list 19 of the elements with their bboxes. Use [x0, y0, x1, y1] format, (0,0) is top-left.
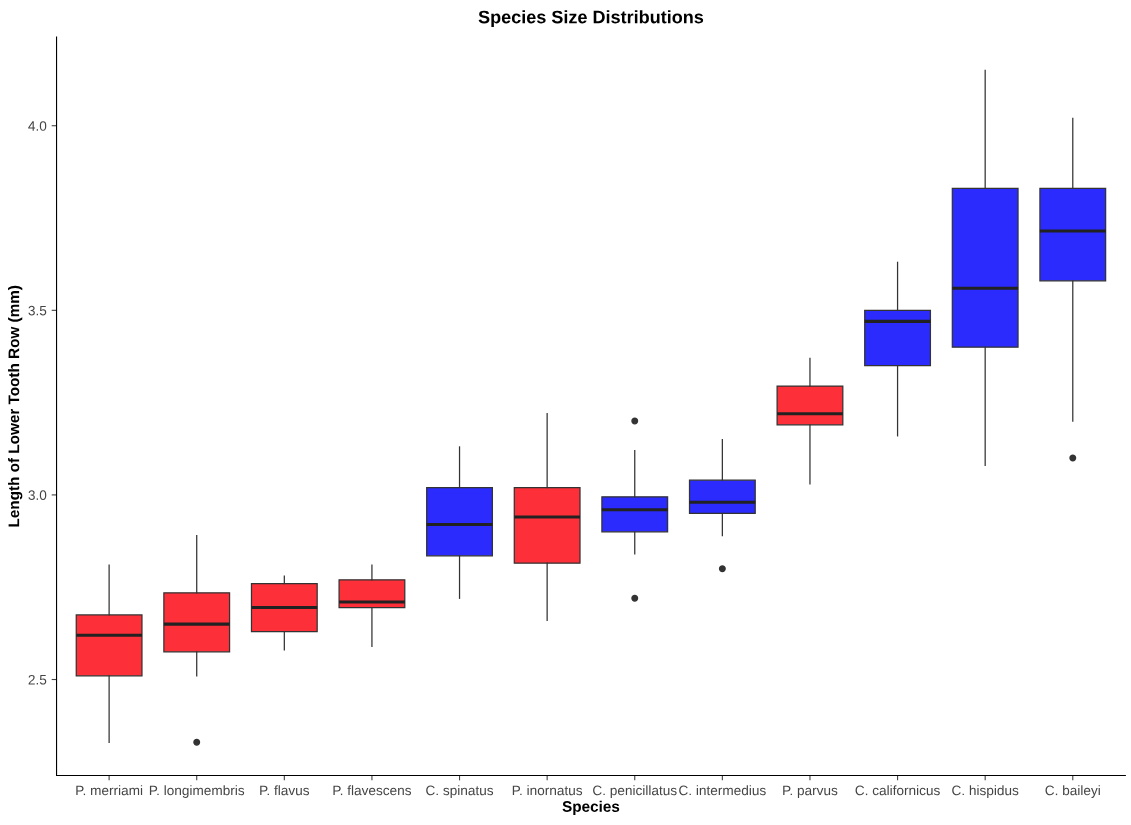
x-axis-title: Species — [562, 800, 620, 815]
y-tick-label: 2.5 — [28, 674, 47, 685]
y-tick-label: 3.5 — [28, 305, 47, 316]
x-tick-label: C. hispidus — [952, 785, 1019, 798]
x-tick-label: C. californicus — [855, 785, 940, 796]
x-tick-label: C. baileyi — [1045, 785, 1100, 798]
x-tick-label: C. spinatus — [426, 785, 494, 798]
y-axis-title: Length of Lower Tooth Row (mm) — [8, 285, 23, 527]
y-tick-label: 4.0 — [28, 121, 47, 131]
x-tick-label: P. flavus — [260, 785, 310, 796]
x-tick-label: P. merriami — [76, 785, 143, 796]
chart-title: Species Size Distributions — [478, 10, 704, 27]
x-tick-label: P. flavescens — [333, 785, 412, 796]
x-tick-label: P. inornatus — [512, 785, 583, 796]
x-tick-label: P. longimembris — [149, 785, 245, 798]
x-tick-label: P. parvus — [783, 785, 838, 798]
y-tick-label: 3.0 — [28, 490, 47, 500]
x-tick-label: C. penicillatus — [593, 785, 677, 798]
x-tick-label: C. intermedius — [679, 785, 766, 796]
